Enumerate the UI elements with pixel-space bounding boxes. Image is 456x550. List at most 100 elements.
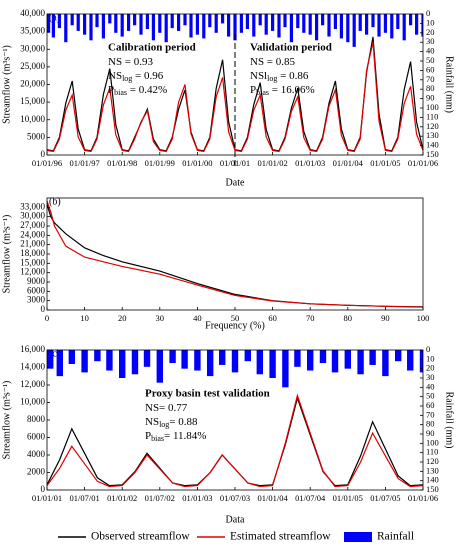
annotation-text: = 0.42%	[127, 84, 167, 96]
rainfall-bar	[346, 14, 350, 43]
y2-tick-label: 10	[426, 353, 435, 363]
rainfall-bar	[402, 14, 406, 41]
rainfall-bar	[94, 350, 101, 362]
annotation-line: NS= 0.77	[145, 402, 188, 414]
streamflow-line	[46, 393, 424, 488]
rainfall-bar	[70, 14, 74, 26]
x-tick-label: 90	[381, 313, 390, 323]
x-tick-label: 01/07/04	[295, 493, 326, 503]
annotation-text: = 16.06%	[269, 84, 315, 96]
y-tick-label: 6000	[27, 432, 46, 442]
rainfall-bar	[357, 350, 364, 375]
x-tick-label: 01/01/04	[333, 158, 364, 168]
rainfall-bar	[256, 350, 264, 375]
streamflow-line	[46, 204, 424, 308]
annotation-text: log	[159, 420, 169, 429]
rainfall-bar	[331, 350, 339, 373]
y2-tick-label: 150	[426, 484, 439, 494]
legend-label: Rainfall	[377, 531, 414, 543]
x-tick-label: 01/01/03	[182, 493, 212, 503]
rainfall-bar	[158, 14, 162, 33]
x-tick-label: 01/01/00	[182, 158, 212, 168]
y2-tick-label: 140	[426, 475, 439, 485]
y2-tick-label: 60	[426, 64, 435, 74]
y-tick-label: 21,000	[20, 239, 45, 249]
rainfall-bar	[106, 350, 113, 371]
rainfall-bar	[133, 14, 137, 26]
y2-tick-label: 70	[426, 409, 435, 419]
y-tick-label: 18,000	[20, 248, 45, 258]
annotation-text: NS = 0.85	[250, 56, 296, 68]
rainfall-bar	[421, 14, 423, 37]
rainfall-bar	[145, 14, 149, 30]
rainfall-bar	[277, 14, 281, 38]
y2-tick-label: 120	[426, 121, 439, 131]
rainfall-bar	[252, 14, 256, 37]
y2-tick-label: 110	[426, 447, 438, 457]
x-tick-label: 01/01/02	[107, 493, 137, 503]
annotation-text: = 11.84%	[164, 430, 206, 442]
y-axis-label: Streamflow (m³s⁻¹)	[1, 215, 12, 294]
rainfall-bar	[119, 350, 126, 378]
rainfall-bar	[319, 350, 327, 364]
y-tick-label: 25,000	[20, 61, 45, 71]
rainfall-bar	[177, 14, 181, 31]
panel-label: (b)	[49, 196, 61, 207]
x-tick-label: 40	[193, 313, 202, 323]
annotation-text: NS	[145, 416, 159, 428]
y2-tick-label: 110	[426, 111, 438, 121]
x-tick-label: 01/07/01	[69, 493, 99, 503]
y-tick-label: 0	[41, 304, 46, 314]
rainfall-bar	[302, 14, 306, 33]
y2-tick-label: 90	[426, 428, 435, 438]
y-tick-label: 9000	[27, 276, 46, 286]
rainfall-bar	[195, 14, 199, 35]
rainfall-bar	[245, 14, 250, 30]
annotation-text: bias	[151, 434, 164, 443]
rainfall-bar	[101, 14, 105, 39]
y-tick-label: 15,000	[20, 96, 45, 106]
rainfall-bar	[214, 14, 218, 33]
rainfall-bar	[151, 14, 156, 41]
rainfall-bar	[408, 14, 413, 26]
annotation-text: NSl	[250, 70, 267, 82]
x-tick-label: 01/01/06	[408, 158, 438, 168]
rainfall-bar	[419, 350, 423, 373]
y2-tick-label: 20	[426, 363, 435, 373]
rainfall-bar	[120, 14, 124, 37]
annotation-line: Pbias = 16.06%	[250, 84, 315, 97]
annotation-text: = 0.86	[277, 70, 308, 82]
y2-tick-label: 30	[426, 372, 435, 382]
y-tick-label: 2000	[27, 467, 46, 477]
rainfall-bar	[164, 14, 168, 43]
annotation-line: Pbias= 11.84%	[145, 430, 206, 443]
y2-tick-label: 80	[426, 83, 435, 93]
rainfall-bar	[56, 350, 63, 377]
rainfall-bar	[64, 14, 68, 43]
rainfall-bar	[358, 14, 362, 31]
panel-label: (c)	[49, 348, 60, 359]
y-tick-label: 27,000	[20, 220, 45, 230]
rainfall-bar	[189, 14, 193, 38]
rainfall-bar	[269, 350, 276, 378]
y2-tick-label: 30	[426, 36, 435, 46]
x-tick-label: 01/01/02	[257, 158, 287, 168]
x-tick-label: 70	[306, 313, 315, 323]
y-axis-label: Streamflow (m³s⁻¹)	[1, 381, 12, 460]
annotation-line: NSlog = 0.96	[108, 70, 164, 83]
annotation-text: NS= 0.77	[145, 402, 188, 414]
rainfall-bar	[208, 14, 212, 28]
rainfall-bar	[258, 14, 262, 26]
annotation-line: NSllog = 0.86	[250, 70, 309, 83]
rainfall-bar	[170, 14, 174, 29]
rainfall-bar	[47, 350, 54, 369]
rainfall-bar	[81, 350, 88, 373]
rainfall-bar	[202, 14, 206, 39]
annotation-heading: Proxy basin test validation	[145, 388, 270, 400]
y2-tick-label: 0	[426, 8, 430, 18]
y2-tick-label: 70	[426, 74, 435, 84]
x-tick-label: 80	[344, 313, 353, 323]
y-tick-label: 5000	[27, 131, 46, 141]
y-axis-label: Streamflow (m³s⁻¹)	[1, 45, 12, 124]
y-tick-label: 10,000	[20, 397, 45, 407]
